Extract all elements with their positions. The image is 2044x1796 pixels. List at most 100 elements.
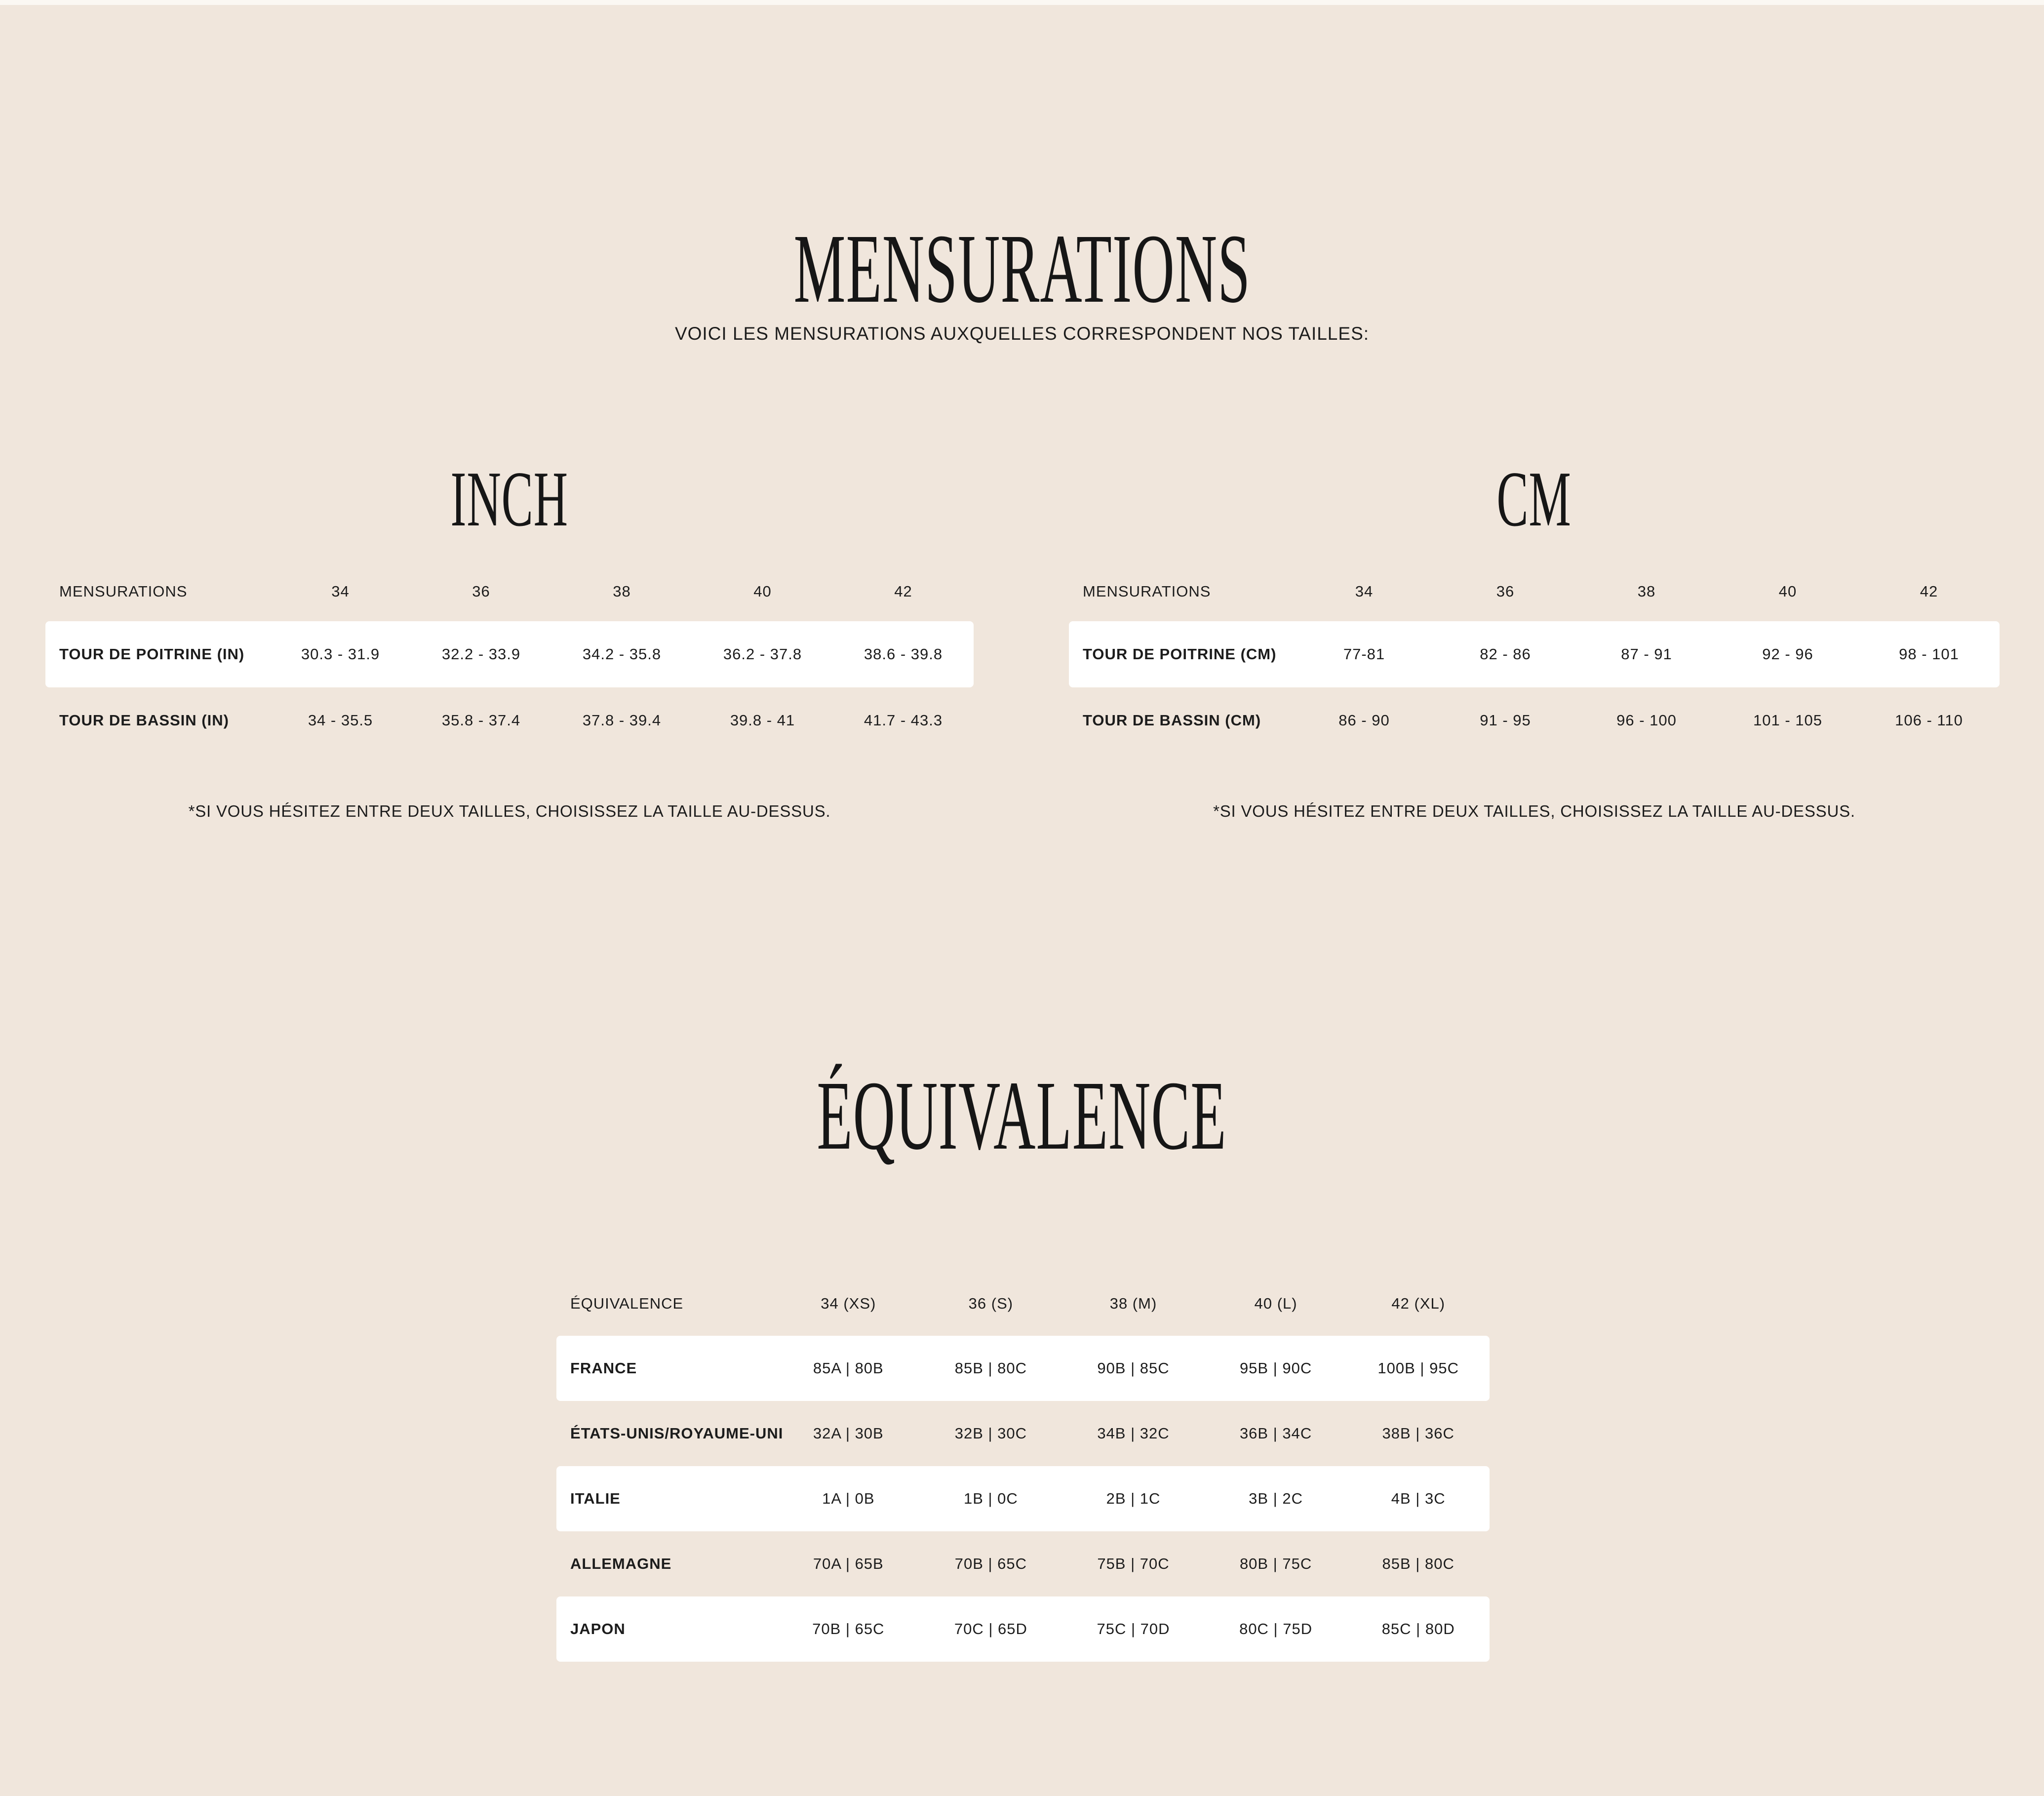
size-value-cell: 70B | 65C bbox=[954, 1555, 1027, 1572]
size-value-cell: 70A | 65B bbox=[813, 1555, 884, 1572]
cm-table: MENSURATIONS 34 36 38 40 42 TOUR DE POIT… bbox=[1069, 562, 2000, 754]
table-row-poitrine-cm: TOUR DE POITRINE (CM) 77-81 82 - 86 87 -… bbox=[1069, 621, 2000, 687]
page-subtitle: VOICI LES MENSURATIONS AUXQUELLES CORRES… bbox=[674, 323, 1370, 344]
header-cell: 34 (XS) bbox=[821, 1295, 876, 1312]
equivalence-title: ÉQUIVALENCE bbox=[0, 1067, 2044, 1165]
header-cell: 36 bbox=[472, 583, 490, 600]
size-value-cell: 32B | 30C bbox=[954, 1425, 1027, 1442]
size-value-cell: 87 - 91 bbox=[1621, 645, 1672, 663]
size-value-cell: 100B | 95C bbox=[1377, 1359, 1459, 1377]
size-value-cell: 2B | 1C bbox=[1106, 1490, 1161, 1507]
header-cell: 38 bbox=[1637, 583, 1656, 600]
row-label: ALLEMAGNE bbox=[570, 1555, 672, 1572]
size-value-cell: 75B | 70C bbox=[1097, 1555, 1170, 1572]
row-label: JAPON bbox=[570, 1620, 626, 1637]
size-value-cell: 85B | 80C bbox=[1382, 1555, 1454, 1572]
header-cell: 38 (M) bbox=[1109, 1295, 1157, 1312]
table-row-bassin-in: TOUR DE BASSIN (IN) 34 - 35.5 35.8 - 37.… bbox=[45, 687, 974, 754]
size-value-cell: 34.2 - 35.8 bbox=[582, 645, 662, 663]
row-label: FRANCE bbox=[570, 1359, 637, 1377]
size-value-cell: 3B | 2C bbox=[1249, 1490, 1303, 1507]
header-cell: 42 bbox=[1920, 583, 1938, 600]
equivalence-title-text: ÉQUIVALENCE bbox=[817, 1061, 1227, 1170]
size-value-cell: 41.7 - 43.3 bbox=[864, 712, 943, 729]
size-value-cell: 75C | 70D bbox=[1097, 1620, 1170, 1637]
size-value-cell: 96 - 100 bbox=[1616, 712, 1677, 729]
header-cell: ÉQUIVALENCE bbox=[570, 1295, 684, 1312]
table-row-allemagne: ALLEMAGNE 70A | 65B 70B | 65C 75B | 70C … bbox=[556, 1531, 1490, 1596]
size-value-cell: 90B | 85C bbox=[1097, 1359, 1170, 1377]
header-cell: 42 bbox=[894, 583, 912, 600]
header-cell: 36 bbox=[1496, 583, 1515, 600]
size-value-cell: 85A | 80B bbox=[813, 1359, 884, 1377]
header-cell: 40 bbox=[753, 583, 772, 600]
header-cell: 34 bbox=[1355, 583, 1374, 600]
size-value-cell: 106 - 110 bbox=[1895, 712, 1963, 729]
row-label: TOUR DE POITRINE (CM) bbox=[1083, 645, 1277, 663]
inch-table: MENSURATIONS 34 36 38 40 42 TOUR DE POIT… bbox=[45, 562, 974, 754]
header-cell: 42 (XL) bbox=[1391, 1295, 1446, 1312]
table-row-italie: ITALIE 1A | 0B 1B | 0C 2B | 1C 3B | 2C 4… bbox=[556, 1466, 1490, 1531]
size-value-cell: 98 - 101 bbox=[1899, 645, 1959, 663]
size-value-cell: 37.8 - 39.4 bbox=[582, 712, 662, 729]
page-title-text: MENSURATIONS bbox=[793, 214, 1251, 323]
table-row-bassin-cm: TOUR DE BASSIN (CM) 86 - 90 91 - 95 96 -… bbox=[1069, 687, 2000, 754]
row-label: ÉTATS-UNIS/ROYAUME-UNI bbox=[570, 1425, 784, 1442]
size-value-cell: 77-81 bbox=[1343, 645, 1385, 663]
inch-footnote: *SI VOUS HÉSITEZ ENTRE DEUX TAILLES, CHO… bbox=[188, 802, 831, 820]
header-cell: MENSURATIONS bbox=[1083, 583, 1211, 600]
size-value-cell: 85C | 80D bbox=[1381, 1620, 1455, 1637]
size-value-cell: 95B | 90C bbox=[1239, 1359, 1312, 1377]
size-value-cell: 70C | 65D bbox=[954, 1620, 1027, 1637]
size-value-cell: 82 - 86 bbox=[1480, 645, 1531, 663]
size-value-cell: 80C | 75D bbox=[1239, 1620, 1313, 1637]
page-top-edge bbox=[0, 0, 2044, 5]
table-row-japon: JAPON 70B | 65C 70C | 65D 75C | 70D 80C … bbox=[556, 1596, 1490, 1662]
size-value-cell: 35.8 - 37.4 bbox=[441, 712, 521, 729]
inch-title: INCH bbox=[45, 459, 974, 538]
size-value-cell: 34B | 32C bbox=[1097, 1425, 1170, 1442]
row-label: ITALIE bbox=[570, 1490, 621, 1507]
size-value-cell: 1A | 0B bbox=[822, 1490, 875, 1507]
header-cell: 40 (L) bbox=[1254, 1295, 1297, 1312]
inch-section: INCH MENSURATIONS 34 36 38 40 42 TOUR DE… bbox=[45, 459, 974, 821]
size-value-cell: 36.2 - 37.8 bbox=[723, 645, 802, 663]
row-label: TOUR DE BASSIN (CM) bbox=[1083, 712, 1261, 729]
row-label: TOUR DE POITRINE (IN) bbox=[59, 645, 245, 663]
page-title: MENSURATIONS bbox=[0, 220, 2044, 319]
equivalence-table: ÉQUIVALENCE 34 (XS) 36 (S) 38 (M) 40 (L)… bbox=[556, 1272, 1490, 1662]
size-value-cell: 39.8 - 41 bbox=[730, 712, 795, 729]
size-value-cell: 1B | 0C bbox=[963, 1490, 1018, 1507]
size-value-cell: 85B | 80C bbox=[954, 1359, 1027, 1377]
size-value-cell: 101 - 105 bbox=[1753, 712, 1822, 729]
cm-title-text: CM bbox=[1496, 455, 1572, 543]
header-cell: MENSURATIONS bbox=[59, 583, 188, 600]
size-value-cell: 32.2 - 33.9 bbox=[441, 645, 521, 663]
table-row-france: FRANCE 85A | 80B 85B | 80C 90B | 85C 95B… bbox=[556, 1336, 1490, 1401]
inch-table-header-row: MENSURATIONS 34 36 38 40 42 bbox=[45, 562, 974, 621]
size-value-cell: 91 - 95 bbox=[1480, 712, 1531, 729]
size-value-cell: 70B | 65C bbox=[812, 1620, 885, 1637]
size-value-cell: 38.6 - 39.8 bbox=[864, 645, 943, 663]
size-value-cell: 38B | 36C bbox=[1382, 1425, 1454, 1442]
table-row-usa-uk: ÉTATS-UNIS/ROYAUME-UNI 32A | 30B 32B | 3… bbox=[556, 1401, 1490, 1466]
size-value-cell: 32A | 30B bbox=[813, 1425, 884, 1442]
size-value-cell: 4B | 3C bbox=[1391, 1490, 1446, 1507]
size-value-cell: 30.3 - 31.9 bbox=[301, 645, 380, 663]
header-cell: 40 bbox=[1778, 583, 1797, 600]
size-value-cell: 36B | 34C bbox=[1239, 1425, 1312, 1442]
row-label: TOUR DE BASSIN (IN) bbox=[59, 712, 229, 729]
inch-title-text: INCH bbox=[450, 455, 569, 543]
table-row-poitrine-in: TOUR DE POITRINE (IN) 30.3 - 31.9 32.2 -… bbox=[45, 621, 974, 687]
header-cell: 34 bbox=[331, 583, 350, 600]
size-value-cell: 34 - 35.5 bbox=[308, 712, 373, 729]
header-cell: 38 bbox=[613, 583, 631, 600]
cm-title: CM bbox=[1069, 459, 2000, 538]
size-value-cell: 92 - 96 bbox=[1762, 645, 1813, 663]
cm-section: CM MENSURATIONS 34 36 38 40 42 TOUR DE P… bbox=[1069, 459, 2000, 821]
equivalence-header-row: ÉQUIVALENCE 34 (XS) 36 (S) 38 (M) 40 (L)… bbox=[556, 1272, 1490, 1336]
cm-table-header-row: MENSURATIONS 34 36 38 40 42 bbox=[1069, 562, 2000, 621]
header-cell: 36 (S) bbox=[968, 1295, 1014, 1312]
cm-footnote: *SI VOUS HÉSITEZ ENTRE DEUX TAILLES, CHO… bbox=[1213, 802, 1855, 820]
